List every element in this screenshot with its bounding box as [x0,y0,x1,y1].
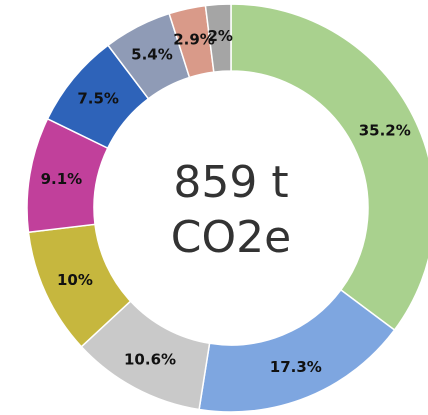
center-text: 859 t [173,157,288,208]
data-label: 35.2% [359,121,411,139]
data-label: 2% [207,27,232,45]
data-label: 10.6% [124,350,176,368]
data-label: 7.5% [77,89,119,107]
data-label: 9.1% [41,170,83,188]
donut-slice [230,3,428,332]
center-text: CO2e [171,212,291,263]
data-label: 5.4% [131,46,173,64]
data-label: 2.9% [173,31,215,49]
data-label: 10% [57,271,93,289]
donut-slice [198,288,396,413]
donut-slice [204,3,232,73]
data-label: 17.3% [270,358,322,376]
